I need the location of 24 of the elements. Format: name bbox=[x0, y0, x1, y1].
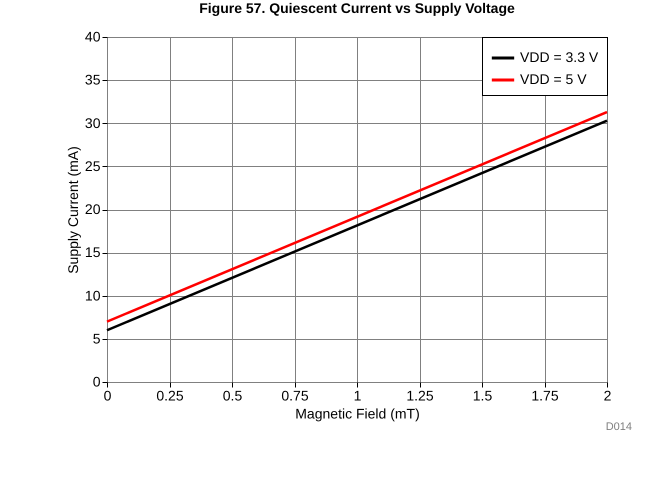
y-tick-label: 20 bbox=[84, 201, 101, 217]
y-tick-label: 25 bbox=[84, 158, 101, 174]
y-axis-title: Supply Current (mA) bbox=[64, 146, 81, 274]
x-tick-label: 0.75 bbox=[281, 388, 309, 404]
y-tick-label: 0 bbox=[92, 374, 101, 390]
y-tick-label: 15 bbox=[84, 244, 101, 260]
x-axis-title: Magnetic Field (mT) bbox=[295, 406, 420, 422]
y-tick-label: 35 bbox=[84, 72, 101, 88]
x-tick-label: 2 bbox=[604, 388, 612, 404]
x-tick-label: 0.5 bbox=[222, 388, 242, 404]
chart-title: Figure 57. Quiescent Current vs Supply Voltage bbox=[199, 0, 516, 16]
x-tick-label: 1.5 bbox=[472, 388, 492, 404]
y-tick-label: 40 bbox=[84, 28, 101, 44]
x-tick-label: 1.25 bbox=[406, 388, 434, 404]
y-tick-label: 10 bbox=[84, 287, 101, 304]
legend-label: VDD = 5 V bbox=[520, 71, 588, 87]
x-tick-label: 0.25 bbox=[156, 388, 184, 404]
y-tick-label: 5 bbox=[92, 330, 101, 346]
x-tick-label: 0 bbox=[104, 388, 112, 404]
legend-label: VDD = 3.3 V bbox=[520, 49, 599, 65]
y-tick-label: 30 bbox=[84, 114, 101, 131]
x-tick-label: 1 bbox=[354, 388, 362, 404]
text: D014 bbox=[606, 421, 632, 433]
x-tick-label: 1.75 bbox=[531, 388, 559, 404]
